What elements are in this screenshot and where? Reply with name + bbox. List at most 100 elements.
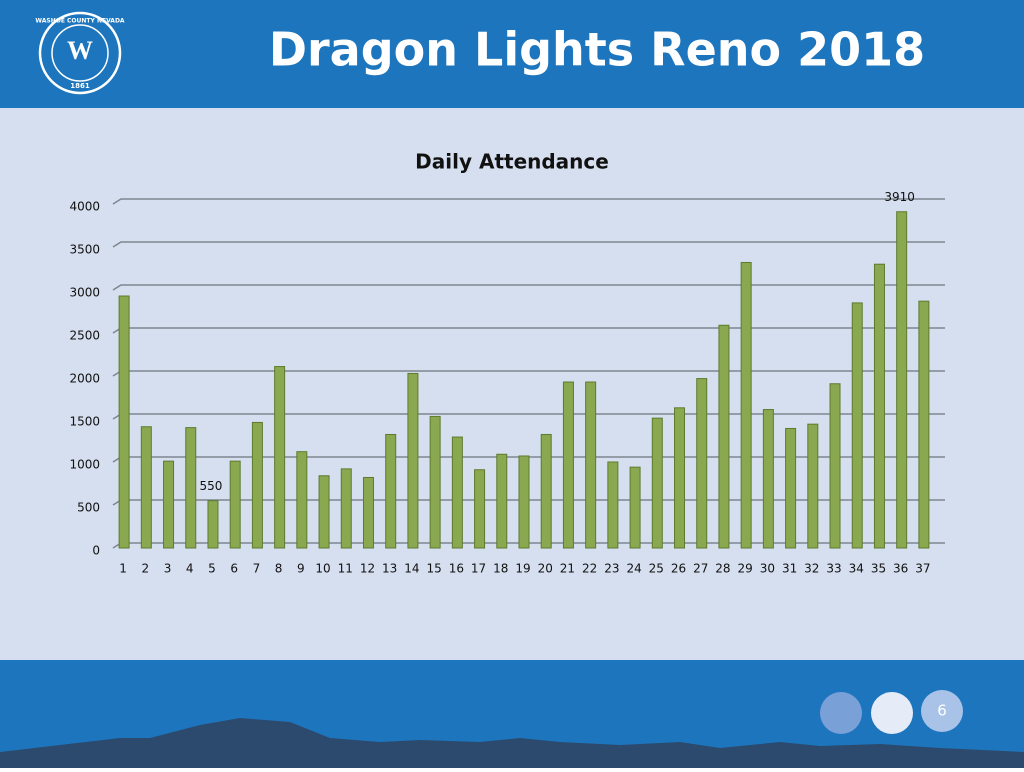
skyline xyxy=(0,718,1024,768)
grid-line xyxy=(112,284,945,291)
bar xyxy=(651,417,663,549)
bar xyxy=(518,455,530,549)
deco-circle xyxy=(921,690,963,732)
x-tick-label: 15 xyxy=(426,562,441,576)
y-tick-label: 4000 xyxy=(69,200,100,214)
x-tick-label: 24 xyxy=(626,562,641,576)
bar xyxy=(140,426,152,549)
bar xyxy=(163,460,175,549)
x-tick-label: 26 xyxy=(671,562,686,576)
bar xyxy=(851,302,863,549)
slide-title: Dragon Lights Reno 2018 xyxy=(269,23,925,77)
svg-text:W: W xyxy=(67,36,93,65)
bar xyxy=(607,461,619,549)
x-tick-label: 19 xyxy=(515,562,530,576)
bar xyxy=(362,476,374,549)
x-tick-label: 20 xyxy=(538,562,553,576)
x-tick-label: 7 xyxy=(253,562,261,576)
bar xyxy=(674,407,686,549)
bar xyxy=(474,469,486,549)
bar xyxy=(229,460,241,549)
x-tick-label: 30 xyxy=(760,562,775,576)
x-tick-label: 5 xyxy=(208,562,216,576)
x-tick-label: 17 xyxy=(471,562,486,576)
x-tick-label: 27 xyxy=(693,562,708,576)
x-tick-label: 8 xyxy=(275,562,283,576)
x-tick-label: 6 xyxy=(230,562,238,576)
y-tick-label: 2500 xyxy=(69,329,100,343)
y-tick-label: 3500 xyxy=(69,243,100,257)
x-tick-label: 34 xyxy=(849,562,864,576)
bar xyxy=(762,409,774,549)
x-tick-label: 10 xyxy=(315,562,330,576)
bar xyxy=(185,427,197,549)
y-tick-label: 2000 xyxy=(69,372,100,386)
x-tick-label: 2 xyxy=(142,562,150,576)
bar xyxy=(896,211,908,549)
bar xyxy=(296,451,308,549)
bar xyxy=(585,381,597,549)
bar xyxy=(429,415,441,549)
bar xyxy=(385,433,397,549)
x-tick-label: 22 xyxy=(582,562,597,576)
x-tick-label: 37 xyxy=(915,562,930,576)
data-label: 550 xyxy=(200,479,223,493)
x-tick-label: 33 xyxy=(826,562,841,576)
bar xyxy=(407,372,419,549)
bar xyxy=(251,421,263,549)
x-tick-label: 21 xyxy=(560,562,575,576)
x-tick-label: 18 xyxy=(493,562,508,576)
logo: W WASHOE COUNTY NEVADA 1861 xyxy=(35,11,125,95)
bar xyxy=(340,468,352,549)
x-tick-label: 9 xyxy=(297,562,305,576)
chart-title: Daily Attendance xyxy=(415,150,609,174)
bar xyxy=(873,263,885,549)
x-tick-label: 31 xyxy=(782,562,797,576)
x-tick-label: 16 xyxy=(449,562,464,576)
x-tick-label: 11 xyxy=(338,562,353,576)
y-tick-label: 1500 xyxy=(69,415,100,429)
bar xyxy=(829,383,841,549)
x-tick-label: 29 xyxy=(738,562,753,576)
x-tick-label: 12 xyxy=(360,562,375,576)
logo-text: WASHOE COUNTY NEVADA xyxy=(35,18,125,25)
bar xyxy=(740,261,752,549)
bar xyxy=(807,423,819,549)
x-tick-label: 14 xyxy=(404,562,419,576)
bar xyxy=(785,427,797,549)
header-band xyxy=(0,0,1024,108)
x-tick-label: 32 xyxy=(804,562,819,576)
bar xyxy=(629,466,641,549)
bar xyxy=(562,381,574,549)
bar xyxy=(496,453,508,549)
logo-year: 1861 xyxy=(70,82,90,90)
bar xyxy=(918,300,930,549)
bar xyxy=(118,295,130,549)
bar xyxy=(718,324,730,549)
x-tick-label: 23 xyxy=(604,562,619,576)
bar xyxy=(207,500,219,549)
y-tick-label: 3000 xyxy=(69,286,100,300)
bar xyxy=(318,475,330,549)
page-number: 6 xyxy=(937,702,947,720)
bar xyxy=(696,378,708,549)
bar xyxy=(274,366,286,549)
y-tick-label: 500 xyxy=(77,501,100,515)
deco-circle xyxy=(820,692,862,734)
data-label: 3910 xyxy=(884,190,915,204)
x-tick-label: 36 xyxy=(893,562,908,576)
bar xyxy=(451,436,463,549)
grid-line xyxy=(112,241,945,248)
bar xyxy=(540,433,552,549)
y-tick-label: 0 xyxy=(92,544,100,558)
y-tick-label: 1000 xyxy=(69,458,100,472)
x-tick-label: 13 xyxy=(382,562,397,576)
grid-line xyxy=(112,198,945,205)
deco-circle xyxy=(871,692,913,734)
x-tick-label: 4 xyxy=(186,562,194,576)
x-tick-label: 3 xyxy=(164,562,172,576)
body xyxy=(0,108,1024,660)
x-tick-label: 35 xyxy=(871,562,886,576)
